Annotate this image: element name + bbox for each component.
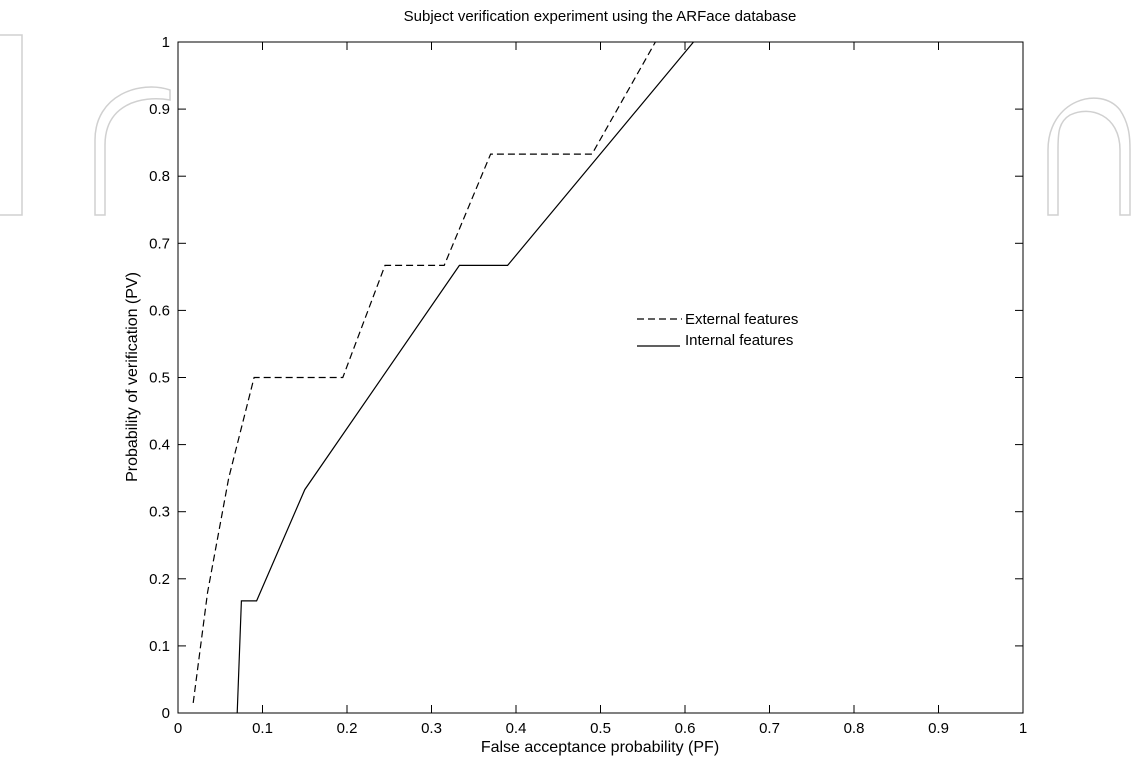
x-tick-label: 0.8: [844, 720, 865, 737]
y-tick-label: 0.3: [149, 504, 170, 521]
x-tick-label: 0.1: [252, 720, 273, 737]
x-axis: 0 0.1 0.2 0.3 0.4 0.5 0.6 0.7 0.8 0.9 1: [174, 42, 1027, 737]
series-layer: [192, 41, 694, 714]
legend: External features Internal features: [637, 311, 798, 349]
y-tick-label: 0.4: [149, 437, 170, 454]
y-tick-label: 0.1: [149, 638, 170, 655]
x-axis-title: False acceptance probability (PF): [481, 739, 719, 756]
x-tick-label: 0.2: [337, 720, 358, 737]
watermark-graphic: [0, 34, 1131, 216]
y-tick-label: 0.2: [149, 571, 170, 588]
x-tick-label: 0.3: [421, 720, 442, 737]
x-tick-label: 0.6: [675, 720, 696, 737]
x-tick-label: 0.4: [506, 720, 527, 737]
chart-title: Subject verification experiment using th…: [404, 8, 797, 25]
x-tick-label: 0.7: [759, 720, 780, 737]
y-tick-label: 0.5: [149, 370, 170, 387]
series-line-internal: [236, 41, 694, 714]
y-tick-label: 0.7: [149, 235, 170, 252]
x-tick-label: 0: [174, 720, 182, 737]
x-tick-label: 1: [1019, 720, 1027, 737]
plot-frame: [177, 41, 1024, 714]
y-tick-label: 0: [162, 705, 170, 722]
legend-label-internal: Internal features: [685, 332, 793, 349]
y-tick-label: 1: [162, 34, 170, 51]
series-line-external: [192, 41, 656, 703]
y-tick-label: 0.8: [149, 168, 170, 185]
x-tick-label: 0.9: [928, 720, 949, 737]
y-tick-label: 0.6: [149, 302, 170, 319]
y-tick-label: 0.9: [149, 101, 170, 118]
y-axis-title: Probability of verification (PV): [124, 272, 141, 482]
x-tick-label: 0.5: [590, 720, 611, 737]
legend-label-external: External features: [685, 311, 798, 328]
y-axis: 0 0.1 0.2 0.3 0.4 0.5 0.6 0.7 0.8 0.9 1: [149, 34, 1023, 722]
